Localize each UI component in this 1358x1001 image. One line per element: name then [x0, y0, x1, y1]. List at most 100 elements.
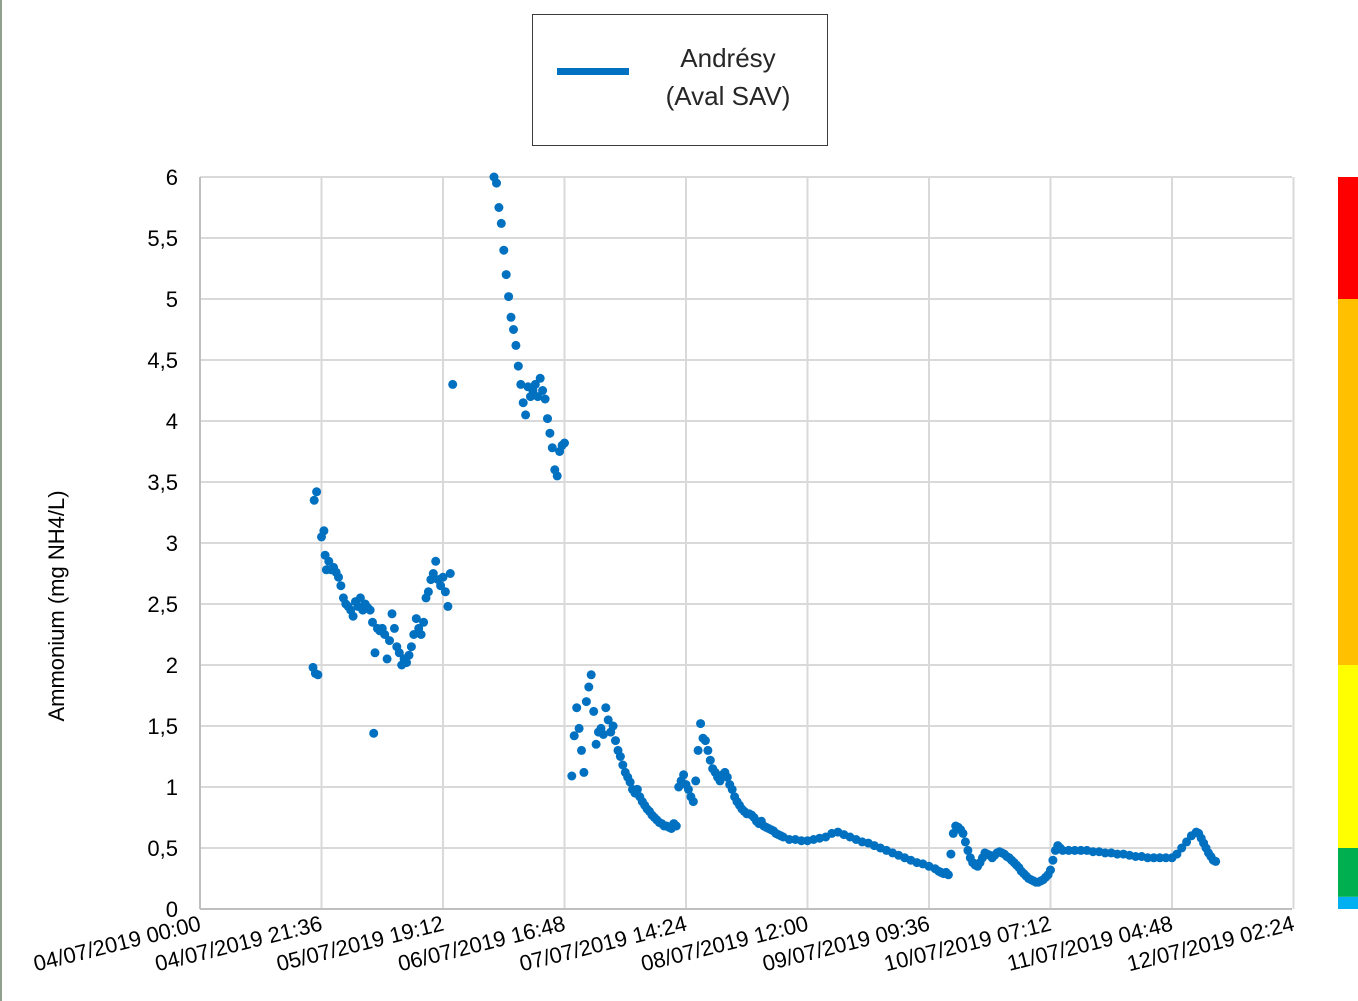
data-point	[615, 752, 625, 761]
data-point	[703, 745, 713, 755]
data-point	[431, 556, 441, 566]
data-point	[535, 373, 545, 383]
y-tick-label: 0	[166, 897, 178, 922]
data-point	[406, 642, 416, 652]
data-point	[547, 443, 557, 453]
data-point	[443, 601, 453, 611]
legend-series-label: Andrésy (Aval SAV)	[633, 39, 823, 115]
legend-label-line2: (Aval SAV)	[665, 81, 791, 111]
data-point	[589, 706, 599, 716]
data-point	[436, 581, 446, 591]
data-point	[511, 340, 521, 350]
data-point	[963, 845, 973, 855]
data-point	[533, 392, 543, 402]
data-point	[494, 203, 504, 212]
data-point	[679, 770, 689, 780]
data-point	[389, 623, 399, 633]
data-point	[584, 682, 594, 692]
data-point	[416, 630, 426, 639]
data-point	[409, 630, 419, 639]
data-point	[577, 745, 586, 755]
data-point	[448, 379, 458, 389]
y-tick-label: 5,5	[147, 226, 178, 251]
y-tick-label: 1,5	[147, 714, 178, 739]
data-point	[693, 745, 703, 755]
data-point	[445, 569, 455, 578]
data-point	[598, 730, 608, 739]
y-tick-label: 4,5	[147, 348, 178, 373]
data-point	[586, 670, 596, 680]
data-point	[567, 771, 577, 781]
y-tick-label: 5	[166, 287, 178, 312]
y-tick-label: 3	[166, 531, 178, 556]
data-point	[309, 495, 319, 505]
data-point	[538, 386, 548, 395]
data-point	[543, 414, 552, 424]
data-point	[313, 670, 323, 680]
data-point	[385, 636, 394, 646]
data-point	[365, 605, 375, 615]
data-point	[572, 703, 582, 713]
data-point	[423, 587, 433, 597]
data-point	[671, 821, 681, 831]
data-point	[506, 312, 516, 322]
chart-axes	[199, 177, 1292, 910]
quality-scale-band	[1338, 299, 1358, 665]
data-point	[369, 728, 379, 738]
data-point	[1048, 855, 1058, 865]
data-point	[496, 218, 506, 228]
data-point	[402, 658, 411, 668]
data-point	[521, 410, 531, 420]
data-point	[319, 526, 329, 536]
data-point	[513, 361, 523, 371]
frame-left-border	[0, 0, 2, 1001]
data-point	[705, 755, 715, 765]
data-point	[625, 777, 635, 787]
data-point	[608, 721, 618, 731]
quality-scale-band	[1338, 896, 1358, 909]
data-point	[1172, 849, 1182, 859]
data-point	[324, 556, 334, 566]
y-tick-label: 2	[166, 653, 178, 678]
data-point	[368, 617, 377, 627]
data-point	[1177, 843, 1187, 853]
data-point	[632, 784, 642, 794]
data-point	[1211, 856, 1221, 866]
data-point	[428, 569, 438, 578]
data-point	[516, 379, 526, 389]
chart-legend: Andrésy (Aval SAV)	[532, 14, 828, 146]
data-point	[958, 828, 968, 838]
data-point	[509, 325, 518, 334]
data-point	[312, 487, 322, 497]
data-point	[492, 178, 501, 188]
data-point	[946, 849, 956, 859]
quality-scale-band	[1338, 177, 1358, 299]
data-point	[387, 609, 397, 619]
data-point	[348, 611, 358, 621]
data-point	[518, 398, 528, 408]
data-point	[700, 736, 710, 746]
data-point	[552, 471, 562, 481]
data-point	[722, 772, 732, 782]
quality-scale-band	[1338, 848, 1358, 897]
data-point	[601, 703, 611, 713]
data-point	[380, 630, 390, 639]
data-point	[504, 292, 514, 302]
data-point	[336, 581, 346, 591]
data-point	[948, 828, 958, 838]
y-tick-label: 0,5	[147, 836, 178, 861]
data-point	[440, 587, 450, 597]
data-point	[569, 731, 579, 741]
data-point	[579, 767, 589, 777]
data-point	[501, 270, 511, 280]
legend-label-line1: Andrésy	[680, 43, 776, 73]
data-point	[560, 438, 569, 448]
data-series-points	[308, 172, 1221, 887]
data-point	[382, 654, 392, 664]
data-point	[683, 784, 693, 794]
data-point	[499, 245, 509, 255]
data-point	[691, 776, 701, 786]
chart-grid	[199, 176, 1295, 910]
